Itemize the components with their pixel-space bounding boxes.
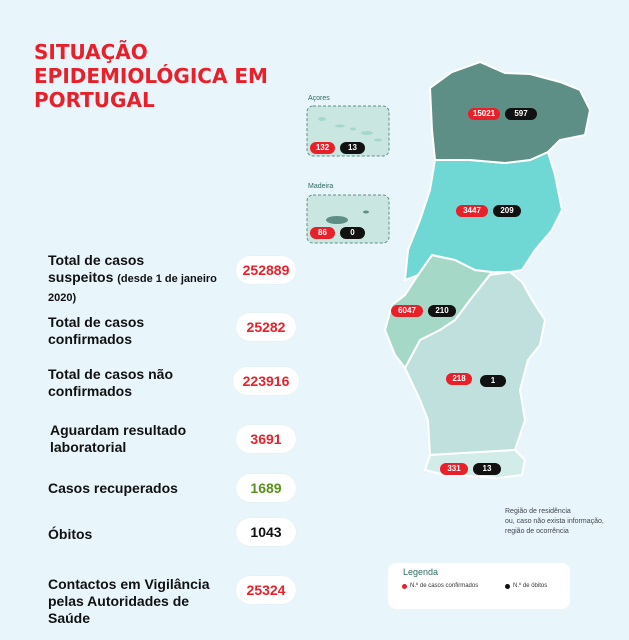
alentejo-deaths-badge: 1 [480, 375, 506, 387]
acores-label: Açores [308, 95, 330, 102]
acores-islands [318, 117, 382, 142]
legend-title: Legenda [403, 567, 439, 577]
residence-note: Região de residência ou, caso não exista… [505, 508, 604, 535]
madeira-deaths-badge: 0 [340, 227, 365, 239]
stat-label-confirmados: Total de casos confirmados [48, 314, 145, 347]
centro-deaths-badge: 209 [493, 205, 521, 217]
legend-deaths-label: N.º de óbitos [513, 583, 548, 589]
centro-cases-badge: 3447 [456, 205, 488, 217]
legend: Legenda N.º de casos confirmados N.º de … [388, 563, 570, 609]
algarve-deaths-badge: 13 [473, 463, 501, 475]
legend-cases-label: N.º de casos confirmados [410, 583, 479, 589]
stat-value-aguardam: 3691 [236, 425, 296, 453]
stat-label-nao-confirmados: Total de casos não confirmados [48, 366, 173, 399]
stat-value-obitos: 1043 [236, 518, 296, 546]
legend-deaths-dot [505, 584, 510, 589]
norte-deaths-badge: 597 [505, 108, 537, 120]
stat-label-contactos: Contactos em Vigilância pelas Autoridade… [48, 576, 210, 626]
lvt-deaths-badge: 210 [428, 305, 456, 317]
madeira-cases-badge: 86 [310, 227, 335, 239]
stat-value-confirmados: 25282 [236, 313, 296, 341]
acores-cases-badge: 132 [310, 142, 335, 154]
title-line-1: SITUAÇÃO [34, 40, 148, 64]
stat-label-recuperados: Casos recuperados [48, 480, 178, 496]
page-title: SITUAÇÃO EPIDEMIOLÓGICA EM PORTUGAL [34, 40, 334, 112]
algarve-cases-badge: 331 [440, 463, 468, 475]
stat-value-nao-confirmados: 223916 [233, 367, 299, 395]
stat-label-obitos: Óbitos [48, 526, 93, 542]
madeira-islands [326, 210, 369, 224]
norte-cases-badge: 15021 [468, 108, 500, 120]
legend-cases-dot [402, 584, 407, 589]
stat-label-aguardam: Aguardam resultado laboratorial [50, 422, 187, 455]
alentejo-cases-badge: 218 [446, 373, 472, 385]
stat-label-suspeitos: Total de casos suspeitos (desde 1 de jan… [48, 252, 217, 304]
lvt-cases-badge: 6047 [391, 305, 423, 317]
title-line-3: PORTUGAL [34, 88, 155, 112]
stat-value-suspeitos: 252889 [236, 256, 296, 284]
madeira-label: Madeira [308, 183, 334, 190]
acores-deaths-badge: 13 [340, 142, 365, 154]
title-line-2: EPIDEMIOLÓGICA EM [34, 64, 268, 88]
stat-value-contactos: 25324 [236, 576, 296, 604]
stat-value-recuperados: 1689 [236, 474, 296, 502]
